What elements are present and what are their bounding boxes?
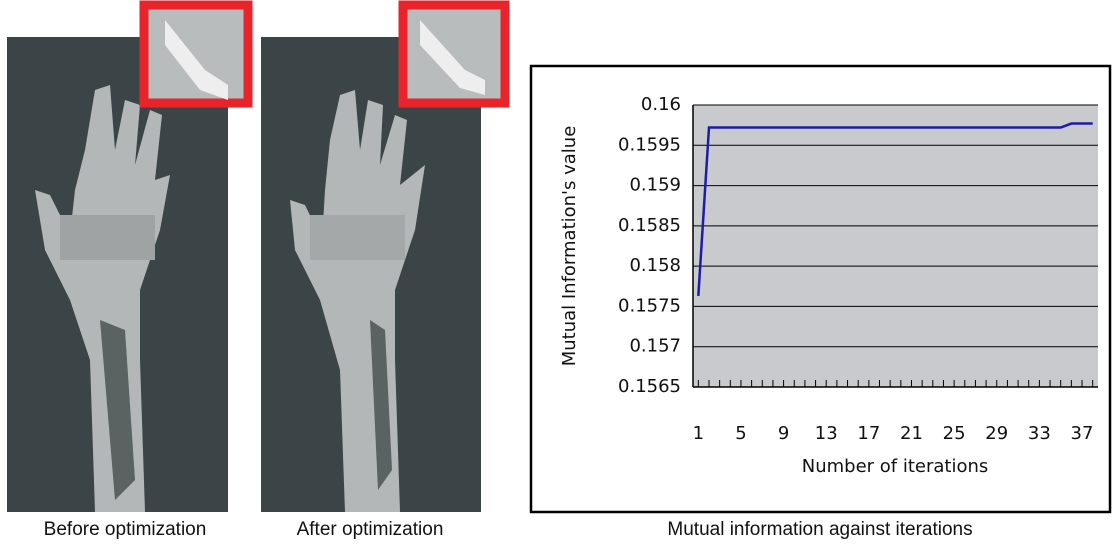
y-tick-label: 0.1595 (618, 134, 681, 155)
y-tick-label: 0.158 (629, 255, 681, 276)
y-tick-label: 0.1575 (618, 295, 681, 316)
y-tick-label: 0.159 (629, 175, 681, 196)
x-tick-label: 33 (1028, 423, 1051, 444)
y-axis-label: Mutual Information's value (559, 126, 580, 367)
plot-area (693, 105, 1098, 387)
y-tick-label: 0.16 (641, 94, 681, 115)
x-tick-label: 37 (1071, 423, 1094, 444)
page: Before optimization After optimization M… (0, 0, 1112, 547)
y-tick-label: 0.1565 (618, 376, 681, 397)
image-caption: Before optimization (44, 519, 207, 540)
image-caption: After optimization (297, 519, 444, 540)
x-tick-label: 25 (943, 423, 966, 444)
x-tick-label: 17 (857, 423, 880, 444)
x-axis-label: Number of iterations (802, 456, 989, 477)
x-tick-label: 13 (815, 423, 838, 444)
x-tick-label: 21 (900, 423, 923, 444)
x-tick-label: 1 (693, 423, 704, 444)
mri-after (261, 5, 505, 512)
x-tick-label: 5 (735, 423, 746, 444)
x-tick-label: 29 (985, 423, 1008, 444)
chart-title: Mutual information against iterations (667, 519, 972, 540)
y-tick-label: 0.157 (629, 336, 681, 357)
figure: Before optimization After optimization M… (0, 0, 1112, 547)
mri-before (7, 5, 248, 512)
x-tick-label: 9 (778, 423, 789, 444)
y-tick-label: 0.1585 (618, 215, 681, 236)
